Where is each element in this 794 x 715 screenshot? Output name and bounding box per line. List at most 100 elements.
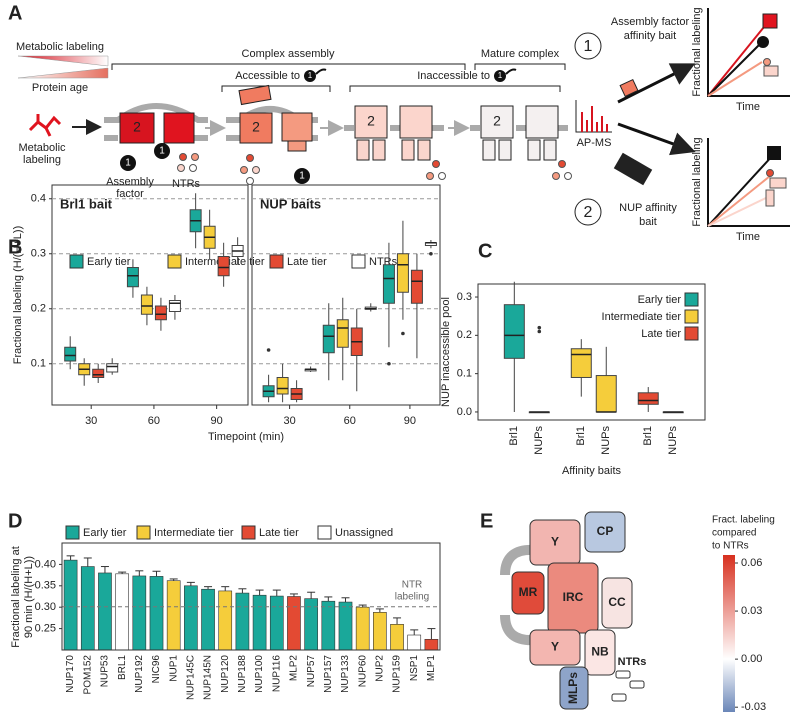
- x-tick-label: 30: [85, 415, 97, 427]
- ntr: [438, 172, 446, 180]
- axis: [575, 100, 612, 133]
- spectrum: [581, 106, 608, 132]
- x-tick-label: NUP100: [254, 655, 265, 693]
- ntr: [552, 172, 560, 180]
- bar: [132, 575, 147, 651]
- label: 1: [308, 71, 313, 80]
- label: factor: [116, 188, 144, 200]
- ntr: [177, 164, 185, 172]
- label: Metabolic labeling: [16, 41, 104, 53]
- colorbar: [723, 555, 735, 712]
- x-axis-label: Affinity baits: [562, 465, 622, 477]
- label: Time: [736, 101, 760, 113]
- bar: [218, 590, 233, 651]
- panel-letter: E: [480, 510, 493, 532]
- x-tick-label: NUP188: [237, 655, 248, 693]
- molecule: [28, 114, 62, 137]
- y-axis-label: NUP inaccessible pool: [440, 297, 452, 407]
- x-tick-label: Brl1: [642, 426, 654, 446]
- box: [503, 304, 525, 359]
- bar: [149, 576, 164, 651]
- plot-frame: [61, 542, 441, 651]
- x-tick-label: NUP57: [306, 655, 317, 688]
- trend: [707, 175, 771, 227]
- colorbar-tick-label: 0.00: [741, 653, 762, 665]
- subcomplex: [527, 139, 541, 161]
- subcomplex-label: MR: [519, 585, 538, 599]
- legend-swatch: [241, 525, 256, 540]
- x-tick-label: NSP1: [409, 655, 420, 682]
- ntr: [426, 172, 434, 180]
- x-tick-label: NUP157: [323, 655, 334, 693]
- legend-swatch: [684, 326, 699, 341]
- bar: [424, 638, 439, 651]
- outlier: [401, 331, 405, 336]
- legend-label: Unassigned: [335, 527, 393, 539]
- colorbar-tick-label: 0.03: [741, 605, 762, 617]
- legend-swatch: [684, 292, 699, 307]
- bait: [613, 152, 653, 186]
- box: [217, 256, 230, 277]
- ntr: [246, 154, 254, 162]
- number-circle: [574, 198, 602, 226]
- bracket: [221, 85, 331, 92]
- legend-swatch: [136, 525, 151, 540]
- box: [570, 348, 592, 378]
- subcomplex: [401, 139, 415, 161]
- icon: [763, 58, 771, 66]
- x-tick-label: NIC96: [151, 655, 162, 684]
- y-axis-label: 90 min (H/(H+L)): [23, 556, 35, 638]
- reference-label: NTR: [402, 579, 423, 590]
- x-tick-label: 30: [283, 415, 295, 427]
- legend-swatch: [167, 254, 182, 269]
- icon: [765, 189, 775, 207]
- label: 1: [125, 158, 131, 169]
- subcomplex: [417, 139, 431, 161]
- bar: [373, 612, 387, 651]
- subcomplex: [281, 112, 313, 142]
- subcomplex: [525, 105, 559, 139]
- subcomplex: [482, 139, 496, 161]
- label: affinity bait: [624, 30, 676, 42]
- y-tick-label: 0.1: [457, 368, 472, 380]
- bar: [166, 580, 181, 651]
- label: 2: [584, 204, 593, 221]
- bar: [252, 594, 267, 651]
- ntr: [432, 160, 440, 168]
- y-tick-label: 0.40: [35, 558, 56, 570]
- label: Time: [736, 231, 760, 243]
- label: Assembly: [106, 176, 154, 188]
- box: [637, 392, 659, 405]
- y-tick-label: 0.0: [457, 406, 472, 418]
- icon: [766, 169, 774, 177]
- bar: [63, 559, 78, 651]
- x-tick-label: NUPs: [600, 426, 612, 455]
- ntr: [246, 177, 254, 185]
- label: 2: [133, 119, 141, 135]
- subcomplex: [354, 105, 388, 139]
- panel-letter: D: [8, 510, 22, 532]
- factor-icon: [120, 155, 136, 171]
- bar: [184, 585, 198, 651]
- ntr-icon: [615, 670, 631, 679]
- legend-swatch: [269, 254, 284, 269]
- nup-subcomplex: [559, 666, 589, 710]
- facet-title: NUP baits: [260, 196, 321, 211]
- x-tick-label: MLP1: [426, 655, 437, 682]
- reference-label: labeling: [395, 591, 429, 602]
- nup-subcomplex: [601, 577, 633, 629]
- bait: [619, 78, 639, 98]
- y-axis-label: Fractional labeling at: [10, 546, 22, 648]
- subcomplex-label: CC: [608, 595, 626, 609]
- legend-swatch: [317, 525, 332, 540]
- subcomplex-label: NB: [591, 645, 609, 659]
- icon: [769, 177, 787, 189]
- x-axis-label: Timepoint (min): [208, 431, 284, 443]
- colorbar-title: to NTRs: [712, 541, 749, 552]
- ntr: [191, 153, 199, 161]
- ntr: [240, 166, 248, 174]
- gradient: [17, 55, 109, 67]
- label: Accessible to: [235, 70, 300, 82]
- outlier: [429, 251, 433, 256]
